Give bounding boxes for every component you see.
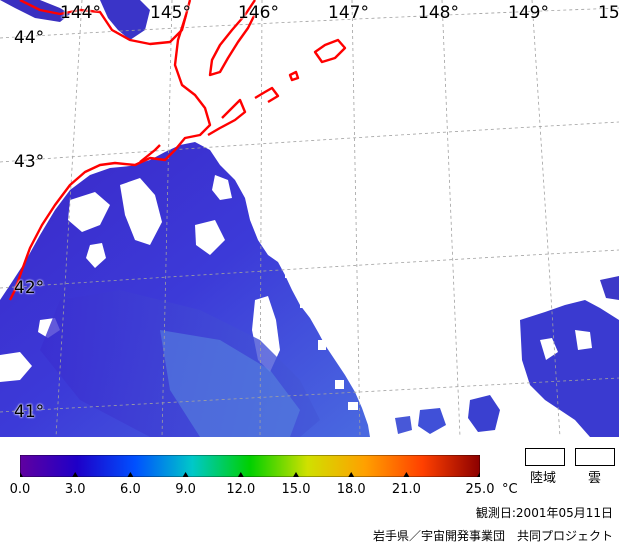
colorbar-tick-label: 21.0	[391, 482, 421, 497]
colorbar-tick-mark	[237, 472, 244, 477]
longitude-label: 148°	[418, 3, 459, 23]
sst-data-main	[0, 142, 370, 437]
colorbar-tick-label: 0.0	[9, 482, 31, 497]
longitude-label: 15	[598, 3, 619, 23]
graticule	[0, 0, 619, 437]
land-legend-label: 陸域	[530, 471, 557, 486]
latitude-label: 44°	[14, 28, 45, 48]
land-legend-swatch	[525, 448, 565, 466]
cloud-legend-swatch	[575, 448, 615, 466]
observation-date: 観測日:2001年05月11日	[475, 506, 613, 520]
colorbar-tick-label: 25.0	[465, 482, 495, 497]
colorbar-tick-label: 3.0	[64, 482, 86, 497]
colorbar-tick-mark	[477, 472, 480, 477]
sea-surface-temperature-map	[0, 0, 619, 437]
colorbar-tick-mark	[20, 472, 23, 477]
colorbar-tick-mark	[127, 472, 134, 477]
sst-data-northwest	[0, 0, 150, 40]
cloud-legend-label: 雲	[588, 471, 602, 486]
coastline	[8, 0, 347, 301]
temperature-colorbar	[20, 455, 480, 477]
colorbar-tick-mark	[348, 472, 355, 477]
colorbar-tick-label: 15.0	[281, 482, 311, 497]
colorbar-tick-label: 18.0	[336, 482, 366, 497]
longitude-label: 149°	[508, 3, 549, 23]
colorbar-tick-mark	[72, 472, 79, 477]
colorbar-tick-mark	[403, 472, 410, 477]
sst-data-east	[395, 276, 619, 437]
latitude-label: 42°	[14, 278, 45, 298]
longitude-label: 145°	[150, 3, 191, 23]
project-credit: 岩手県／宇宙開発事業団 共同プロジェクト	[372, 529, 613, 543]
latitude-label: 41°	[14, 402, 45, 422]
colorbar-tick-label: 6.0	[120, 482, 141, 497]
temperature-unit: °C	[502, 482, 518, 497]
longitude-label: 147°	[328, 3, 369, 23]
longitude-label: 144°	[60, 3, 101, 23]
longitude-label: 146°	[238, 3, 279, 23]
colorbar-tick-label: 12.0	[226, 482, 256, 497]
latitude-label: 43°	[14, 152, 45, 172]
colorbar-tick-mark	[182, 472, 189, 477]
colorbar-tick-mark	[293, 472, 299, 477]
colorbar-tick-label: 9.0	[175, 482, 196, 497]
